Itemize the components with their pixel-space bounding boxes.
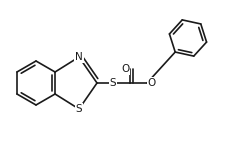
Text: O: O (148, 78, 156, 88)
Text: S: S (76, 104, 82, 114)
Text: N: N (75, 52, 83, 62)
Text: S: S (110, 78, 116, 88)
Text: O: O (121, 64, 129, 74)
